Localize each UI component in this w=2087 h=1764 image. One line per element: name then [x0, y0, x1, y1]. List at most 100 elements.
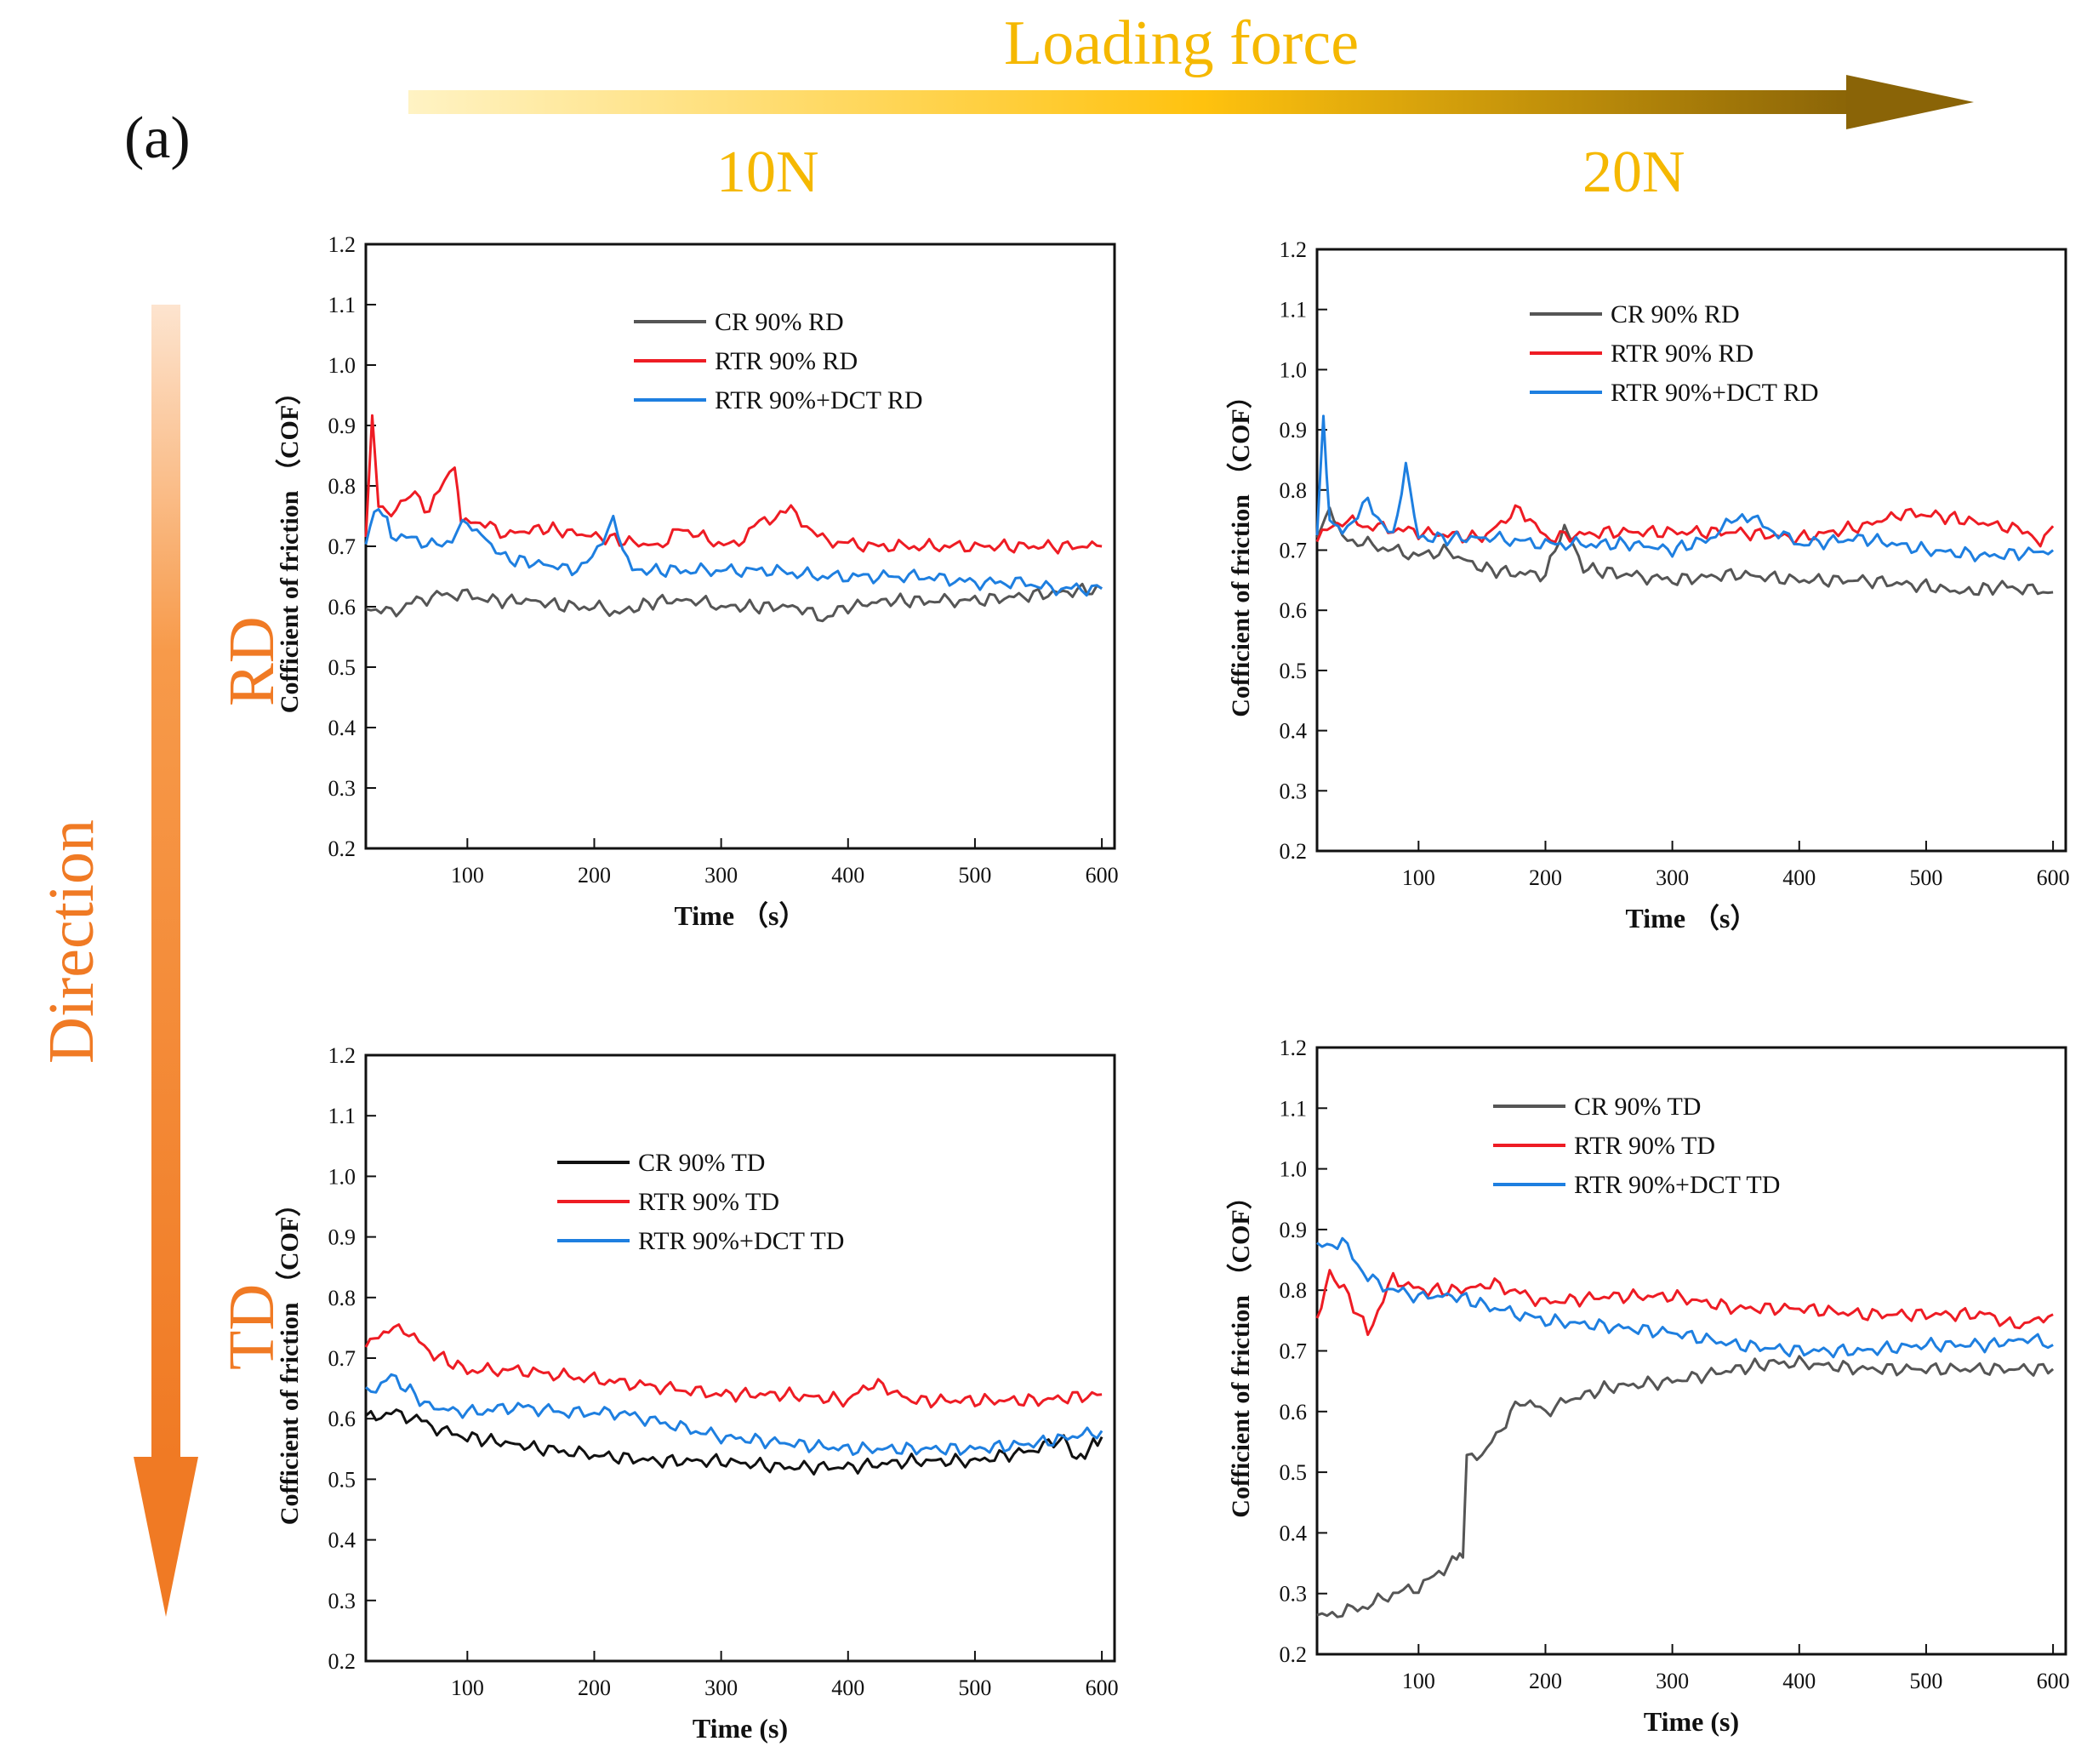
x-tick-label: 300: [704, 1676, 738, 1700]
force-label-10n: 10N: [716, 140, 819, 205]
legend-label: CR 90% RD: [715, 308, 844, 336]
x-tick-label: 200: [578, 863, 611, 888]
chart-3: 0.2 0.3 0.4 0.5 0.6 0.7 0.8 0.9 1.0 1.1 1.2 100 200 3…: [275, 1043, 1119, 1744]
x-tick-label: 100: [451, 863, 484, 888]
y-tick-label: 0.3: [1280, 1582, 1308, 1607]
y-tick-label: 1.1: [1280, 1096, 1308, 1121]
series-line-3: [365, 1373, 1103, 1456]
y-tick-label: 0.7: [1280, 1339, 1308, 1364]
y-tick-label: 1.1: [328, 293, 356, 317]
y-tick-label: 0.5: [328, 1467, 356, 1492]
x-tick-label: 500: [958, 1676, 991, 1700]
y-tick-label: 0.9: [1280, 1218, 1308, 1242]
y-tick-label: 1.0: [1280, 357, 1308, 382]
y-axis-label: Cofficient of friction （COF）: [275, 380, 304, 713]
chart-4: 0.2 0.3 0.4 0.5 0.6 0.7 0.8 0.9 1.0 1.1 1.2 100 200 3…: [1226, 1036, 2070, 1737]
series-line-1: [1316, 1355, 2055, 1618]
y-tick-label: 0.5: [1280, 659, 1308, 683]
x-tick-label: 100: [1402, 865, 1435, 890]
legend: CR 90% TD RTR 90% TD RTR 90%+DCT TD: [1493, 1093, 1780, 1199]
y-tick-label: 0.4: [328, 716, 356, 740]
legend: CR 90% TD RTR 90% TD RTR 90%+DCT TD: [557, 1149, 844, 1255]
direction-title: Direction: [36, 819, 107, 1064]
y-tick-label: 0.9: [328, 414, 356, 438]
series-line-2: [1315, 504, 2055, 548]
y-tick-label: 1.0: [328, 353, 356, 378]
series-line-2: [1315, 1269, 2054, 1337]
legend-label: RTR 90% TD: [638, 1188, 779, 1216]
x-tick-label: 400: [1782, 865, 1816, 890]
x-tick-label: 200: [1529, 1669, 1562, 1693]
legend-label: RTR 90%+DCT RD: [715, 386, 923, 414]
legend: CR 90% RD RTR 90% RD RTR 90%+DCT RD: [634, 308, 923, 414]
series-line-1: [1315, 506, 2054, 597]
direction-label-td: TD: [216, 1283, 288, 1370]
y-tick-label: 1.0: [328, 1164, 356, 1189]
y-tick-label: 0.6: [1280, 598, 1308, 623]
chart-1: 0.2 0.3 0.4 0.5 0.6 0.7 0.8 0.9 1.0 1.1 1.2 100 200 3…: [275, 232, 1119, 931]
legend-label: CR 90% RD: [1611, 300, 1740, 328]
legend: CR 90% RD RTR 90% RD RTR 90%+DCT RD: [1530, 300, 1819, 407]
x-tick-label: 300: [1656, 865, 1689, 890]
x-axis-label: Time (s): [1644, 1706, 1739, 1737]
legend-label: RTR 90%+DCT TD: [1574, 1171, 1780, 1199]
y-tick-label: 0.2: [1280, 1642, 1308, 1667]
legend-label: RTR 90% RD: [715, 347, 858, 375]
y-tick-label: 1.2: [328, 232, 356, 257]
x-tick-label: 600: [2037, 865, 2070, 890]
legend-label: RTR 90% TD: [1574, 1132, 1715, 1160]
chart-2: 0.2 0.3 0.4 0.5 0.6 0.7 0.8 0.9 1.0 1.1 1.2 100 200 3…: [1226, 237, 2070, 933]
series-line-2: [364, 1323, 1103, 1409]
force-label-20n: 20N: [1582, 140, 1685, 205]
x-tick-label: 300: [704, 863, 738, 888]
y-tick-label: 0.4: [328, 1528, 356, 1553]
y-tick-label: 0.2: [328, 1649, 356, 1674]
legend-label: CR 90% TD: [638, 1149, 765, 1177]
direction-arrow: [134, 305, 198, 1617]
x-tick-label: 500: [1909, 865, 1942, 890]
x-tick-label: 600: [2037, 1669, 2070, 1693]
y-tick-label: 0.7: [328, 1346, 356, 1371]
y-tick-label: 0.2: [1280, 839, 1308, 864]
y-tick-label: 0.3: [1280, 779, 1308, 803]
panel-label: (a): [124, 106, 191, 171]
loading-force-title: Loading force: [1004, 9, 1360, 78]
y-tick-label: 0.5: [1280, 1460, 1308, 1485]
x-tick-label: 400: [1782, 1669, 1816, 1693]
series-line-3: [1316, 1236, 2054, 1359]
x-axis-label: Time （s）: [1626, 903, 1758, 933]
x-axis-label: Time (s): [693, 1713, 788, 1744]
plots-layer: 0.2 0.3 0.4 0.5 0.6 0.7 0.8 0.9 1.0 1.1 1.2 100 200 3…: [275, 232, 2070, 1744]
x-tick-label: 600: [1086, 863, 1119, 888]
x-tick-label: 300: [1656, 1669, 1689, 1693]
y-axis-label: Cofficient of friction （COF）: [275, 1191, 304, 1525]
legend-label: RTR 90%+DCT TD: [638, 1227, 844, 1255]
x-tick-label: 400: [831, 1676, 864, 1700]
y-tick-label: 1.1: [328, 1104, 356, 1128]
y-tick-label: 0.8: [328, 474, 356, 499]
y-tick-label: 0.5: [328, 655, 356, 680]
x-tick-label: 200: [1529, 865, 1562, 890]
y-tick-label: 1.2: [328, 1043, 356, 1068]
legend-label: RTR 90%+DCT RD: [1611, 379, 1819, 407]
y-tick-label: 0.3: [328, 1589, 356, 1613]
y-tick-label: 0.4: [1280, 1521, 1308, 1545]
plot-frame: [364, 1053, 1116, 1663]
y-tick-label: 0.7: [328, 534, 356, 559]
y-tick-label: 1.2: [1280, 237, 1308, 262]
y-tick-label: 0.9: [1280, 418, 1308, 442]
y-tick-label: 1.2: [1280, 1036, 1308, 1060]
x-tick-label: 100: [451, 1676, 484, 1700]
x-tick-label: 200: [578, 1676, 611, 1700]
y-axis-label: Cofficient of friction （COF）: [1226, 1184, 1255, 1517]
series-line-3: [1315, 414, 2055, 562]
y-tick-label: 0.7: [1280, 539, 1308, 563]
x-tick-label: 500: [1909, 1669, 1942, 1693]
series-line-1: [365, 1408, 1103, 1476]
y-tick-label: 0.8: [1280, 478, 1308, 503]
series-line-2: [364, 414, 1103, 555]
legend-label: RTR 90% RD: [1611, 340, 1753, 368]
series-line-3: [364, 508, 1103, 597]
